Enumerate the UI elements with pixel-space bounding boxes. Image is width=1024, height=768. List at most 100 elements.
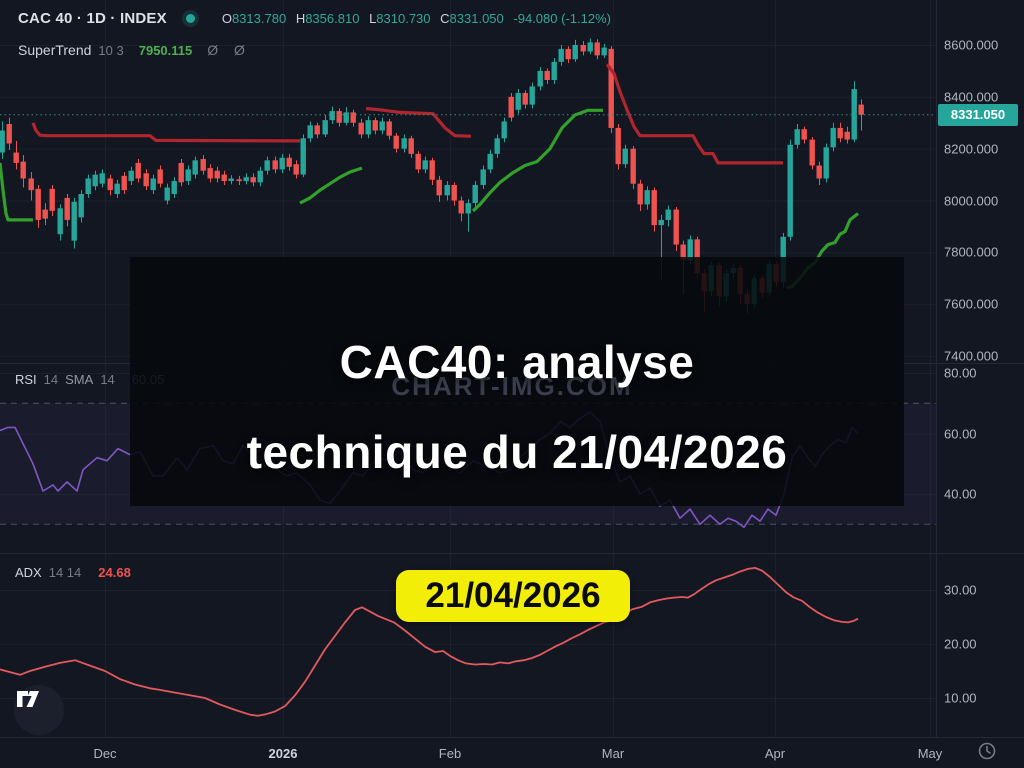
adx-tick-label[interactable]: 20.00	[944, 636, 977, 652]
candle-body	[630, 148, 636, 184]
candle-body	[529, 86, 535, 105]
price-tick-label[interactable]: 8000.000	[944, 193, 999, 208]
adx-legend[interactable]: ADX 14 14 24.68	[15, 565, 131, 580]
candle-body	[537, 70, 543, 87]
candle-body	[515, 92, 521, 110]
adx-tick-label[interactable]: 10.00	[944, 690, 977, 706]
price-tick-label[interactable]: 8200.000	[944, 141, 999, 157]
change-value: -94.080 (-1.12%)	[513, 11, 611, 26]
candle-body	[78, 194, 84, 218]
candle-body	[601, 47, 607, 56]
price-tick-label[interactable]: 7400.000	[944, 348, 999, 364]
candle-body	[314, 125, 320, 135]
rsi-tick-label[interactable]: 40.00	[944, 486, 977, 502]
candle-body	[458, 200, 464, 214]
candle-body	[350, 112, 356, 123]
candle-body	[207, 168, 213, 179]
supertrend-line-green	[299, 166, 363, 205]
candle-body	[830, 127, 836, 148]
candle-body	[107, 178, 113, 191]
time-tick-label[interactable]: Apr	[764, 746, 786, 761]
candle-body	[580, 45, 586, 52]
candle-body	[501, 121, 507, 139]
candle-body	[13, 152, 19, 163]
candle-body	[272, 160, 278, 170]
candle-body	[57, 208, 63, 235]
supertrend-line-red	[31, 122, 301, 143]
candle-body	[236, 179, 242, 182]
price-tick-label[interactable]: 7800.000	[944, 244, 999, 260]
candle-body	[185, 169, 191, 182]
candle-body	[114, 183, 120, 195]
last-price-badge: 8331.050	[938, 103, 1018, 126]
close-label: C	[440, 11, 450, 26]
tradingview-logo[interactable]	[14, 685, 64, 735]
candle-body	[6, 124, 12, 144]
candle-body	[558, 48, 564, 62]
candle-body	[444, 184, 450, 196]
candle-body	[851, 89, 857, 140]
adx-name[interactable]: ADX	[15, 565, 42, 580]
candle-body	[214, 170, 220, 179]
price-tick-label[interactable]: 7600.000	[944, 296, 999, 312]
title-overlay-box	[130, 257, 904, 506]
candle-body	[0, 130, 5, 153]
time-tick-label[interactable]: Mar	[601, 746, 625, 761]
candle-body	[615, 127, 621, 165]
supertrend-line-red	[605, 63, 783, 165]
candle-body	[687, 239, 693, 261]
candle-body	[809, 139, 815, 166]
high-value: 8356.810	[305, 11, 360, 26]
candle-body	[644, 190, 650, 205]
time-tick-label[interactable]: Dec	[93, 746, 117, 761]
price-tick-label[interactable]: 8600.000	[944, 37, 999, 53]
supertrend-line-green	[0, 162, 33, 222]
candle-body	[322, 120, 328, 135]
candle-body	[20, 161, 26, 179]
rsi-tick-label[interactable]: 60.00	[944, 426, 977, 441]
candle-body	[508, 96, 514, 118]
candle-body	[307, 125, 313, 139]
rsi-tick-label[interactable]: 80.00	[944, 365, 977, 381]
candle-body	[429, 160, 435, 180]
candle-body	[472, 184, 478, 204]
candle-body	[544, 70, 550, 80]
adx-tick-label[interactable]: 30.00	[944, 582, 977, 598]
candle-body	[99, 173, 105, 184]
candle-body	[372, 120, 378, 131]
candle-body	[487, 153, 493, 170]
symbol-title[interactable]: CAC 40 · 1D · INDEX	[18, 10, 167, 27]
supertrend-value: 7950.115	[138, 42, 193, 58]
time-tick-label[interactable]: 2026	[268, 746, 298, 761]
supertrend-name[interactable]: SuperTrend	[18, 42, 92, 58]
close-value: 8331.050	[449, 11, 504, 26]
candle-body	[844, 131, 850, 140]
candle-body	[329, 111, 335, 121]
time-tick-label[interactable]: Feb	[438, 746, 462, 761]
time-tick-label[interactable]: May	[917, 746, 943, 761]
time-axis-clock-icon[interactable]	[976, 740, 998, 762]
candle-body	[28, 178, 34, 191]
candle-body	[422, 160, 428, 170]
rsi-name[interactable]: RSI	[15, 372, 37, 387]
candle-body	[572, 45, 578, 60]
candle-body	[637, 183, 643, 205]
market-status-dot-icon	[185, 14, 195, 23]
open-value: 8313.780	[231, 11, 287, 26]
candle-body	[673, 209, 679, 245]
high-label: H	[295, 11, 306, 26]
candle-body	[135, 162, 141, 179]
candle-body	[243, 177, 249, 182]
price-tick-label[interactable]: 8400.000	[944, 89, 999, 105]
candle-body	[393, 135, 399, 149]
supertrend-legend[interactable]: SuperTrend 10 3 7950.115 Ø Ø	[18, 42, 251, 58]
adx-params: 14 14	[48, 565, 82, 580]
candle-body	[415, 153, 421, 170]
candle-body	[794, 129, 800, 145]
symbol-legend[interactable]: CAC 40 · 1D · INDEX O8313.780 H8356.810 …	[18, 10, 611, 27]
candle-body	[651, 190, 657, 226]
rsi-sma-param: 14	[100, 372, 115, 387]
candle-body	[858, 104, 864, 115]
